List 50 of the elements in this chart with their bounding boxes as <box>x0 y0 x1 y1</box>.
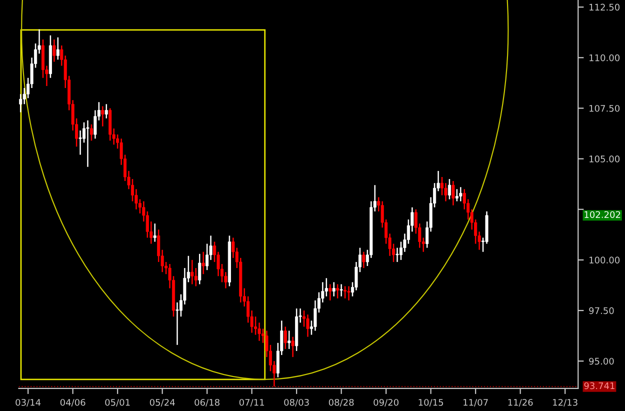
x-tick-label: 08/03 <box>284 398 309 407</box>
y-tick-label: 95.00 <box>589 358 614 365</box>
candlestick <box>288 330 291 350</box>
candlestick <box>284 326 287 350</box>
ref-line-label: 93.741 <box>584 382 614 390</box>
x-tick-label: 07/11 <box>239 398 264 407</box>
candlestick <box>176 302 179 346</box>
candlestick <box>56 36 60 60</box>
candlestick <box>202 251 205 275</box>
x-tick-label: 09/20 <box>374 398 398 407</box>
candlestick <box>52 38 56 62</box>
candlestick <box>306 314 310 338</box>
candlestick <box>340 284 343 297</box>
x-tick-label: 06/18 <box>194 398 220 407</box>
candlestick <box>198 253 202 285</box>
candlestick <box>344 286 347 299</box>
candlestick <box>101 106 104 128</box>
x-tick-label: 12/13 <box>553 398 578 407</box>
y-tick-label: 100.00 <box>590 256 620 264</box>
x-tick-label: 04/06 <box>60 398 86 407</box>
candlestick <box>104 104 108 119</box>
candlestick <box>362 251 366 269</box>
x-tick-label: 10/15 <box>418 398 444 407</box>
candlestick <box>396 247 399 263</box>
candlestick <box>459 186 462 202</box>
x-tick-label: 11/07 <box>464 398 488 407</box>
candlestick <box>291 336 294 358</box>
y-tick-label: 107.50 <box>590 104 620 112</box>
y-tick-label: 97.50 <box>589 307 614 314</box>
candlestick <box>332 282 336 297</box>
candlestick <box>347 286 350 302</box>
x-tick-label: 03/14 <box>16 398 41 407</box>
candlestick <box>190 259 194 285</box>
text: 102.202 <box>584 211 620 218</box>
candlestick <box>336 284 340 299</box>
candlestick <box>153 222 156 242</box>
candlestick <box>448 178 451 200</box>
x-tick-label: 11/26 <box>508 398 533 407</box>
candlestick <box>455 188 458 202</box>
candlestick <box>90 124 93 142</box>
x-tick-label: 05/01 <box>105 398 130 407</box>
x-tick-label: 08/28 <box>328 398 354 407</box>
y-tick-label: 110.00 <box>590 54 620 62</box>
y-tick-label: 105.00 <box>590 156 620 162</box>
candlestick <box>78 130 82 156</box>
x-tick-label: 05/24 <box>150 398 175 407</box>
y-tick-label: 112.50 <box>590 4 620 11</box>
candlestick <box>328 284 332 302</box>
candlestick <box>452 180 455 206</box>
candlestick <box>86 120 90 168</box>
